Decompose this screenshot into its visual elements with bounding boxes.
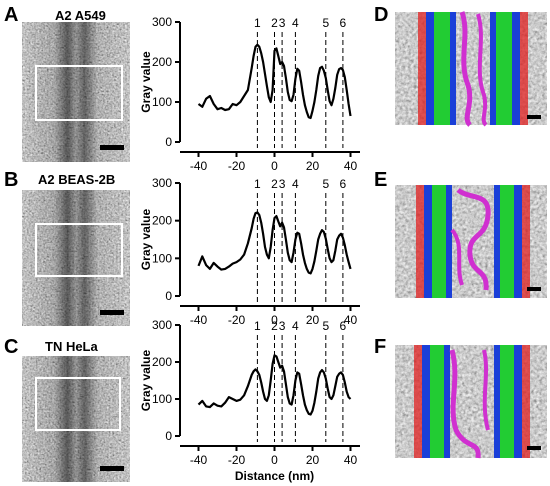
x-tick-label-a-0: 0 — [271, 159, 278, 173]
x-tick-label-c--20: -20 — [228, 453, 246, 467]
peak-label-b-3: 3 — [279, 177, 286, 191]
x-tick-label-a-40: 40 — [344, 159, 358, 173]
panel-title-a: A2 A549 — [55, 8, 106, 23]
roi-box-a — [35, 65, 123, 121]
y-axis-label-c: Gray value — [139, 349, 153, 411]
panel-letter-a: A — [4, 4, 19, 26]
y-axis-label-b: Gray value — [139, 208, 153, 270]
x-tick-label-b--40: -40 — [190, 313, 208, 327]
panel-title-c: TN HeLa — [45, 339, 98, 354]
y-tick-label-b-200: 200 — [152, 214, 172, 228]
scale-bar-e — [527, 287, 541, 291]
y-tick-label-c-300: 300 — [152, 318, 172, 332]
peak-label-c-3: 3 — [279, 319, 286, 333]
scale-bar-a — [100, 145, 124, 150]
peak-label-a-5: 5 — [322, 16, 329, 30]
peak-label-c-6: 6 — [340, 319, 347, 333]
scale-bar-c — [100, 466, 124, 471]
scale-bar-b — [100, 310, 124, 315]
y-tick-label-c-0: 0 — [165, 429, 172, 443]
y-tick-label-a-100: 100 — [152, 95, 172, 109]
micrograph-c — [22, 356, 130, 482]
peak-label-b-4: 4 — [292, 177, 299, 191]
y-tick-label-c-200: 200 — [152, 355, 172, 369]
scale-bar-d — [527, 115, 541, 119]
segmentation-d — [395, 11, 547, 127]
profile-line-b — [197, 211, 352, 275]
y-tick-label-c-100: 100 — [152, 392, 172, 406]
panel-letter-c: C — [4, 336, 19, 358]
micrograph-a — [22, 22, 130, 162]
peak-label-c-2: 2 — [271, 319, 278, 333]
panel-letter-d: D — [374, 4, 389, 26]
profile-chart-a: 1 2 3 4 5 6 0 100 200 300 Gray value -40 -20 0 20 40 — [139, 15, 360, 173]
roi-box-b — [35, 223, 123, 277]
y-tick-label-a-200: 200 — [152, 55, 172, 69]
x-axis-label-c: Distance (nm) — [235, 469, 314, 483]
peak-label-b-1: 1 — [254, 177, 261, 191]
segmentation-e — [395, 185, 547, 298]
peak-label-a-1: 1 — [254, 16, 261, 30]
peak-label-a-6: 6 — [340, 16, 347, 30]
y-tick-label-b-0: 0 — [165, 289, 172, 303]
x-tick-label-b-0: 0 — [271, 313, 278, 327]
x-tick-label-c-20: 20 — [306, 453, 320, 467]
peak-label-a-4: 4 — [292, 16, 299, 30]
x-tick-label-b--20: -20 — [228, 313, 246, 327]
y-tick-label-b-100: 100 — [152, 251, 172, 265]
peak-label-b-5: 5 — [322, 177, 329, 191]
panel-title-b: A2 BEAS-2B — [38, 172, 116, 187]
x-tick-label-a-20: 20 — [306, 159, 320, 173]
y-tick-label-b-300: 300 — [152, 176, 172, 190]
x-tick-label-c-40: 40 — [344, 453, 358, 467]
roi-box-c — [35, 377, 121, 431]
peak-label-c-4: 4 — [292, 319, 299, 333]
peak-label-c-5: 5 — [322, 319, 329, 333]
profile-line-a — [197, 43, 352, 120]
y-axis-label-a: Gray value — [139, 51, 153, 113]
peak-label-a-2: 2 — [271, 16, 278, 30]
x-tick-label-c-0: 0 — [271, 453, 278, 467]
y-tick-label-a-0: 0 — [165, 135, 172, 149]
panel-letter-e: E — [374, 169, 388, 191]
profile-chart-b: 1 2 3 4 5 6 0 100 200 300 Gray value -40 -20 0 20 40 — [139, 176, 360, 327]
micrograph-b — [22, 190, 130, 326]
y-tick-label-a-300: 300 — [152, 15, 172, 29]
segmentation-f — [395, 345, 547, 459]
peak-label-c-1: 1 — [254, 319, 261, 333]
x-tick-label-a--40: -40 — [190, 159, 208, 173]
panel-letter-f: F — [374, 336, 387, 358]
peak-label-b-6: 6 — [340, 177, 347, 191]
x-tick-label-b-20: 20 — [306, 313, 320, 327]
peak-label-b-2: 2 — [271, 177, 278, 191]
profile-chart-c: 1 2 3 4 5 6 0 100 200 300 Gray value -40 -20 0 20 40 Dis… — [139, 318, 360, 483]
peak-label-a-3: 3 — [279, 16, 286, 30]
x-tick-label-c--40: -40 — [190, 453, 208, 467]
panel-letter-b: B — [4, 169, 19, 191]
profile-line-c — [197, 354, 352, 416]
scale-bar-f — [527, 446, 541, 450]
x-tick-label-a--20: -20 — [228, 159, 246, 173]
x-tick-label-b-40: 40 — [344, 313, 358, 327]
